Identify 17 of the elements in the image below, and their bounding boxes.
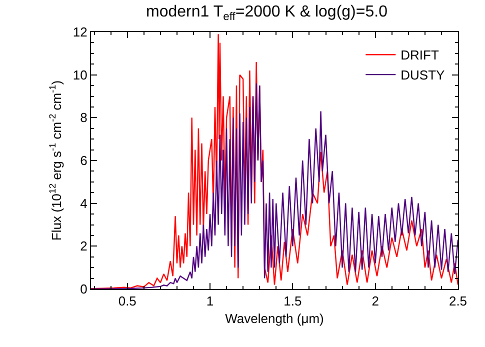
- chart-title: modern1 T$_{eff}$=2000 K & log(g)=5.0: [146, 3, 388, 23]
- y-tick-label: 4: [80, 196, 88, 211]
- legend-label: DUSTY: [400, 68, 446, 83]
- x-tick-label: 2: [372, 294, 379, 309]
- x-tick-label: 1.5: [284, 294, 302, 309]
- x-tick-label: 0.5: [118, 294, 136, 309]
- y-tick-label: 8: [80, 110, 88, 126]
- x-axis-title: Wavelength (μm): [225, 311, 324, 326]
- x-tick-label: 2.5: [448, 294, 468, 309]
- legend-label: DRIFT: [400, 48, 439, 63]
- y-tick-label: 0: [80, 282, 88, 297]
- line-series: [91, 82, 458, 289]
- y-tick-label: 2: [80, 238, 88, 254]
- y-tick-label: 12: [72, 24, 88, 40]
- y-tick-label: 10: [72, 67, 88, 82]
- x-tick-label: 1: [206, 294, 214, 309]
- y-tick-label: 6: [80, 153, 88, 168]
